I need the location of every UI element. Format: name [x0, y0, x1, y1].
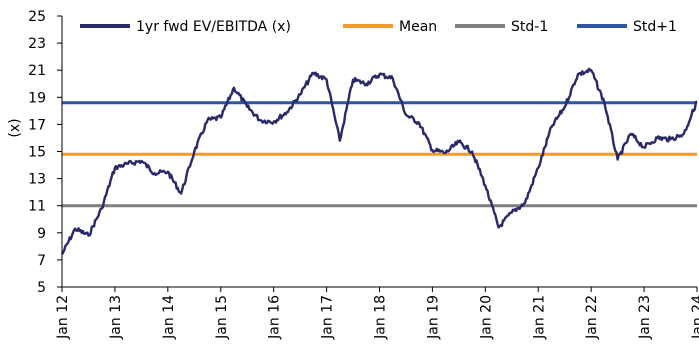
y-tick-label: 23 — [28, 36, 46, 52]
legend-label-std-plus1: Std+1 — [633, 19, 677, 35]
x-tick-label: Jan 17 — [320, 295, 336, 340]
axes: 5 7 9 11 13 15 17 19 21 23 25 Jan 12 Jan 13 Jan 14 Jan… — [28, 9, 699, 340]
x-tick-label: Jan 15 — [214, 295, 230, 340]
x-tick-label: Jan 13 — [108, 295, 124, 340]
y-tick-label: 5 — [37, 280, 46, 296]
y-tick-label: 21 — [28, 63, 46, 79]
y-tick-label: 25 — [28, 9, 46, 25]
x-tick-label: Jan 20 — [478, 295, 494, 340]
y-tick-label: 17 — [28, 117, 46, 133]
x-tick-label: Jan 14 — [161, 295, 177, 340]
x-tick-label: Jan 19 — [425, 295, 441, 340]
legend: 1yr fwd EV/EBITDA (x) Mean Std-1 Std+1 — [80, 19, 677, 35]
reference-lines — [62, 101, 697, 208]
legend-label-std-1: Std-1 — [511, 19, 548, 35]
x-tick-label: Jan 12 — [55, 295, 71, 340]
y-tick-label: 13 — [28, 172, 46, 188]
y-tick-label: 19 — [28, 90, 46, 106]
series-layer — [60, 67, 698, 256]
x-tick-label: Jan 21 — [531, 295, 547, 340]
y-tick-label: 7 — [37, 253, 46, 269]
x-tick-label: Jan 24 — [690, 295, 699, 340]
x-tick-label: Jan 16 — [267, 295, 283, 340]
y-tick-label: 9 — [37, 226, 46, 242]
y-tick-label: 11 — [28, 199, 46, 215]
x-tick-label: Jan 22 — [584, 295, 600, 340]
legend-label-1yr-fwd-ev-ebitda-x: 1yr fwd EV/EBITDA (x) — [136, 19, 291, 35]
legend-label-mean: Mean — [399, 19, 437, 35]
ev-ebitda-series-line — [60, 67, 698, 256]
y-axis-label: (x) — [7, 118, 23, 137]
x-tick-label: Jan 18 — [373, 295, 389, 340]
y-tick-label: 15 — [28, 145, 46, 161]
x-tick-label: Jan 23 — [637, 295, 653, 340]
